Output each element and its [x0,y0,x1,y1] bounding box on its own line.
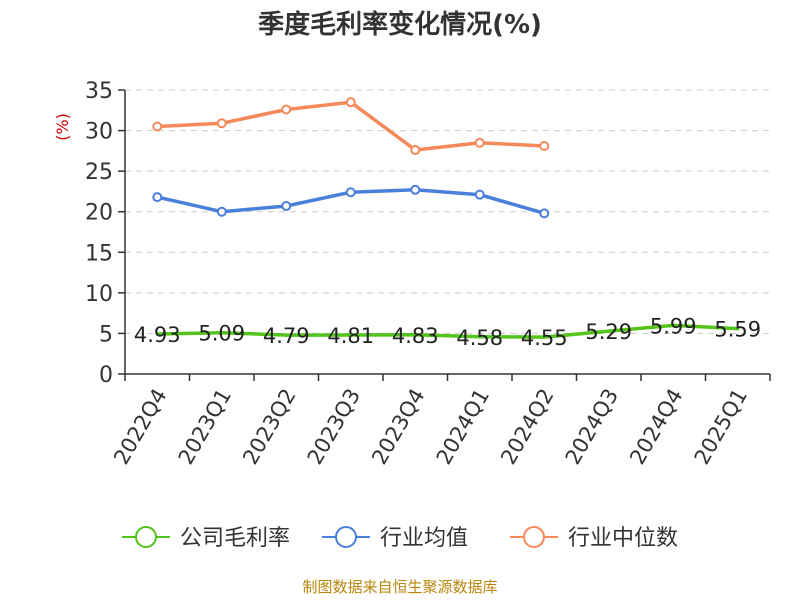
data-point [539,140,550,151]
y-tick-label: 20 [85,201,113,226]
data-label: 5.29 [585,320,632,344]
legend-item: 行业中位数 [510,526,678,551]
data-point [410,184,421,195]
data-point [539,208,550,219]
x-tick-label: 2024Q4 [625,385,687,469]
legend-marker [335,526,357,548]
x-tick-label: 2024Q3 [561,385,623,469]
x-tick-label: 2025Q1 [690,385,752,469]
x-tick-label: 2023Q1 [174,385,236,469]
data-point [216,118,227,129]
data-point [410,145,421,156]
y-tick-label: 25 [85,160,113,185]
data-labels: 4.93 5.09 4.79 4.81 4.83 4.58 4.55 5.29 5.99 5.59 [134,314,761,350]
x-tick-label: 2023Q3 [303,385,365,469]
y-tick-label: 35 [85,79,113,104]
y-tick-label: 15 [85,241,113,266]
legend-item: 行业均值 [322,526,468,551]
data-point [281,201,292,212]
x-tick-label: 2023Q4 [367,385,429,469]
x-tick-label: 2024Q2 [496,385,558,469]
data-point [281,104,292,115]
legend-item: 公司毛利率 [122,526,290,551]
data-point [152,192,163,203]
series-layer [152,97,740,339]
data-point [345,187,356,198]
data-point [474,137,485,148]
data-label: 4.81 [327,324,374,348]
legend-marker [523,526,545,548]
y-tick-label: 30 [85,120,113,145]
chart-title: 季度毛利率变化情况(%) [258,9,542,40]
series-line [155,100,547,152]
x-axis-ticks: 2022Q4 2023Q1 2023Q2 2023Q3 2023Q4 2024Q1 2024… [109,374,771,469]
y-axis-ticks: 0 5 10 15 20 25 30 35 [85,79,125,388]
data-point [152,121,163,132]
data-label: 5.99 [650,314,697,338]
legend-label: 公司毛利率 [180,526,290,551]
y-axis-unit-label: (%) [53,113,72,141]
data-label: 4.93 [134,323,181,347]
source-note: 制图数据来自恒生聚源数据库 [302,578,497,596]
y-tick-label: 10 [85,282,113,307]
x-tick-label: 2022Q4 [109,385,171,469]
grid-lines [125,89,770,334]
data-label: 4.55 [521,326,568,350]
data-point [345,97,356,108]
legend: 公司毛利率 行业均值 行业中位数 [122,526,678,551]
legend-label: 行业均值 [380,526,468,551]
data-label: 5.59 [714,318,761,342]
data-point [474,189,485,200]
y-tick-label: 0 [99,363,113,388]
data-label: 5.09 [198,322,245,346]
y-tick-label: 5 [99,322,113,347]
data-label: 4.83 [392,324,439,348]
x-tick-label: 2023Q2 [238,385,300,469]
data-label: 4.58 [456,326,503,350]
x-tick-label: 2024Q1 [432,385,494,469]
legend-label: 行业中位数 [568,526,678,551]
data-point [216,206,227,217]
legend-marker [135,526,157,548]
data-label: 4.79 [263,324,310,348]
series-line [155,323,740,339]
